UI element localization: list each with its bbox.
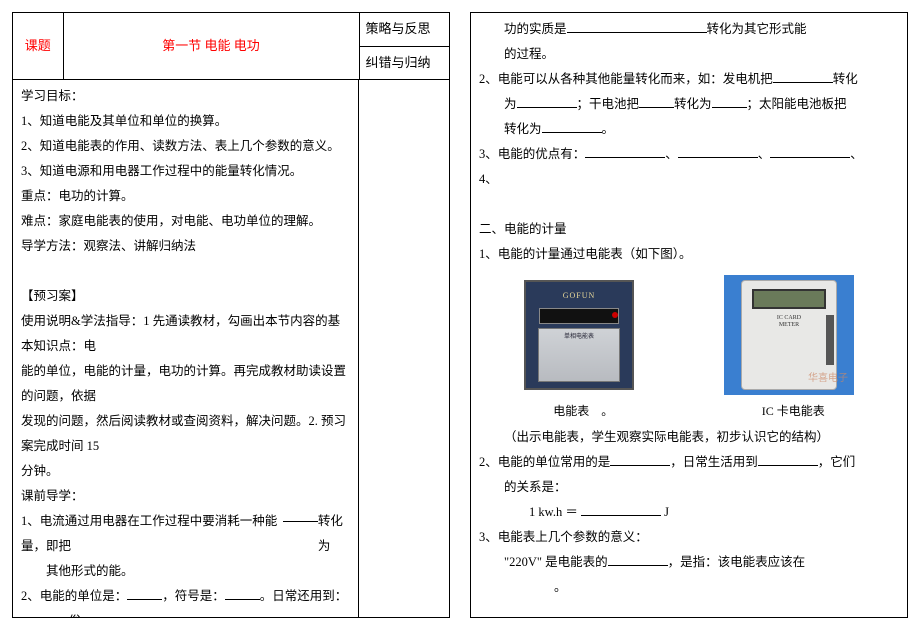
pre-item-1: 1、电流通过用电器在工作过程中要消耗一种能量，即把 转化为 bbox=[21, 509, 350, 559]
r1a: 功的实质是 bbox=[504, 22, 567, 36]
preview-intro-1: 使用说明&学法指导：1 先通读教材，勾画出本节内容的基本知识点：电 bbox=[21, 309, 350, 359]
meter2-watermark: 华喜电子 bbox=[808, 369, 848, 389]
blank bbox=[712, 96, 747, 109]
pre1b: 转化为 bbox=[318, 509, 350, 559]
r2-line3: 转化为 。 bbox=[479, 117, 899, 142]
r2c: 为 bbox=[504, 97, 517, 111]
r-param-b: ，是指：该电能表应该在 bbox=[668, 555, 806, 569]
r1: 功的实质是 转化为其它形式能 bbox=[479, 17, 899, 42]
blank bbox=[21, 613, 56, 618]
blank bbox=[585, 146, 665, 159]
blank bbox=[678, 146, 758, 159]
pre2b: ，符号是： bbox=[162, 589, 225, 603]
pre1c: 其他形式的能。 bbox=[21, 559, 350, 584]
r3s2: 、 bbox=[758, 147, 771, 161]
difficulty: 难点：家庭电能表的使用，对电能、电功单位的理解。 bbox=[21, 209, 350, 234]
r-unit-c: ，它们 bbox=[818, 455, 856, 469]
r-unit-d: 的关系是： bbox=[479, 475, 899, 500]
r2g: 转化为 bbox=[504, 122, 542, 136]
header-table: 课题 第一节 电能 电功 策略与反思 纠错与归纳 bbox=[13, 13, 449, 80]
meter-note: （出示电能表，学生观察实际电能表，初步认识它的结构） bbox=[479, 425, 899, 450]
preview-intro-2: 能的单位，电能的计量，电功的计算。再完成教材助读设置的问题，依据 bbox=[21, 359, 350, 409]
electricity-meter-image: GOFUN 单相电能表 bbox=[524, 280, 634, 390]
r1c: 的过程。 bbox=[479, 42, 899, 67]
card-slot-icon bbox=[826, 315, 834, 365]
lesson-title: 第一节 电能 电功 bbox=[63, 13, 359, 80]
blank bbox=[610, 454, 670, 467]
preview-title: 【预习案】 bbox=[21, 284, 350, 309]
r3: 3、电能的优点有： bbox=[479, 147, 585, 161]
r2d: ；干电池把 bbox=[577, 97, 640, 111]
method: 导学方法：观察法、讲解归纳法 bbox=[21, 234, 350, 259]
blank bbox=[567, 21, 707, 34]
preview-intro-3: 发现的问题，然后阅读教材或查阅资料，解决问题。2. 预习案完成时间 15 bbox=[21, 409, 350, 459]
r4: 4、 bbox=[479, 167, 899, 192]
pre-item-2: 2、电能的单位是： ，符号是： 。日常还用到： ，俗 bbox=[21, 584, 350, 618]
r-unit-a: 2、电能的单位常用的是 bbox=[479, 455, 610, 469]
r-param: 3、电能表上几个参数的意义： bbox=[479, 525, 899, 550]
r-param-line: "220V" 是电能表的 ，是指：该电能表应该在 bbox=[479, 550, 899, 575]
r3s1: 、 bbox=[665, 147, 678, 161]
goal-1: 1、知道电能及其单位和单位的换算。 bbox=[21, 109, 350, 134]
r-unit-e: 1 kw.h ＝ bbox=[529, 505, 578, 519]
meter-display bbox=[539, 308, 619, 324]
meter-images-row: GOFUN 单相电能表 IC CARDMETER 华喜电子 bbox=[479, 275, 899, 395]
preview-intro-4: 分钟。 bbox=[21, 459, 350, 484]
blank bbox=[225, 588, 260, 601]
r3-line: 3、电能的优点有： 、 、 、 bbox=[479, 142, 899, 167]
r2h: 。 bbox=[602, 122, 615, 136]
meter-panel: 单相电能表 bbox=[538, 328, 620, 382]
r-param-a: "220V" 是电能表的 bbox=[504, 555, 608, 569]
keti-label: 课题 bbox=[13, 13, 63, 80]
meter-captions: 电能表 。 IC 卡电能表 bbox=[479, 399, 899, 423]
r2-line2: 为 ；干电池把 转化为 ；太阳能电池板把 bbox=[479, 92, 899, 117]
blank bbox=[758, 454, 818, 467]
r2e: 转化为 bbox=[674, 97, 712, 111]
pre1a: 1、电流通过用电器在工作过程中要消耗一种能量，即把 bbox=[21, 509, 283, 559]
notes-cell-1: 策略与反思 bbox=[359, 13, 449, 46]
goal-3: 3、知道电源和用电器工作过程中的能量转化情况。 bbox=[21, 159, 350, 184]
notes-cell-2: 纠错与归纳 bbox=[359, 46, 449, 80]
r-unit-line1: 2、电能的单位常用的是 ，日常生活用到 ，它们 bbox=[479, 450, 899, 475]
r-param-c: 。 bbox=[479, 575, 899, 600]
r2f: ；太阳能电池板把 bbox=[747, 97, 847, 111]
r-unit-eq: 1 kw.h ＝ J bbox=[479, 500, 899, 525]
r2b: 转化 bbox=[833, 72, 858, 86]
r-unit-f: J bbox=[664, 505, 669, 519]
meter2-label: IC CARDMETER bbox=[777, 315, 801, 329]
blank bbox=[608, 554, 668, 567]
left-side-notes bbox=[359, 80, 449, 618]
ic-card-meter-image: IC CARDMETER 华喜电子 bbox=[724, 275, 854, 395]
pre2a: 2、电能的单位是： bbox=[21, 589, 127, 603]
meter2-lcd bbox=[752, 289, 826, 309]
right-column: 功的实质是 转化为其它形式能 的过程。 2、电能可以从各种其他能量转化而来，如：发… bbox=[470, 12, 908, 618]
r1b: 转化为其它形式能 bbox=[707, 22, 807, 36]
goals-header: 学习目标： bbox=[21, 84, 350, 109]
blank bbox=[639, 96, 674, 109]
pre2d: ，俗 bbox=[56, 614, 81, 618]
blank bbox=[542, 121, 602, 134]
r-unit-b: ，日常生活用到 bbox=[670, 455, 758, 469]
blank bbox=[283, 509, 318, 522]
meter-lamp-icon bbox=[612, 312, 618, 318]
meter2-caption: IC 卡电能表 bbox=[762, 399, 825, 423]
section-2: 二、电能的计量 bbox=[479, 217, 899, 242]
goal-2: 2、知道电能表的作用、读数方法、表上几个参数的意义。 bbox=[21, 134, 350, 159]
meter-brand: GOFUN bbox=[563, 288, 596, 304]
r2-line1: 2、电能可以从各种其他能量转化而来，如：发电机把 转化 bbox=[479, 67, 899, 92]
left-main-content: 学习目标： 1、知道电能及其单位和单位的换算。 2、知道电能表的作用、读数方法、… bbox=[13, 80, 359, 618]
meter1-caption: 电能表 。 bbox=[553, 399, 613, 423]
blank bbox=[127, 588, 162, 601]
blank bbox=[773, 71, 833, 84]
meter-title: 1、电能的计量通过电能表（如下图）。 bbox=[479, 242, 899, 267]
r3s3: 、 bbox=[850, 147, 863, 161]
blank bbox=[581, 504, 661, 517]
keypoint: 重点：电功的计算。 bbox=[21, 184, 350, 209]
left-column: 课题 第一节 电能 电功 策略与反思 纠错与归纳 学习目标： 1、知道电能及其单… bbox=[12, 12, 450, 618]
blank bbox=[517, 96, 577, 109]
pre2c: 。日常还用到： bbox=[260, 589, 348, 603]
r2a: 2、电能可以从各种其他能量转化而来，如：发电机把 bbox=[479, 72, 773, 86]
blank bbox=[770, 146, 850, 159]
pre-guide: 课前导学： bbox=[21, 484, 350, 509]
